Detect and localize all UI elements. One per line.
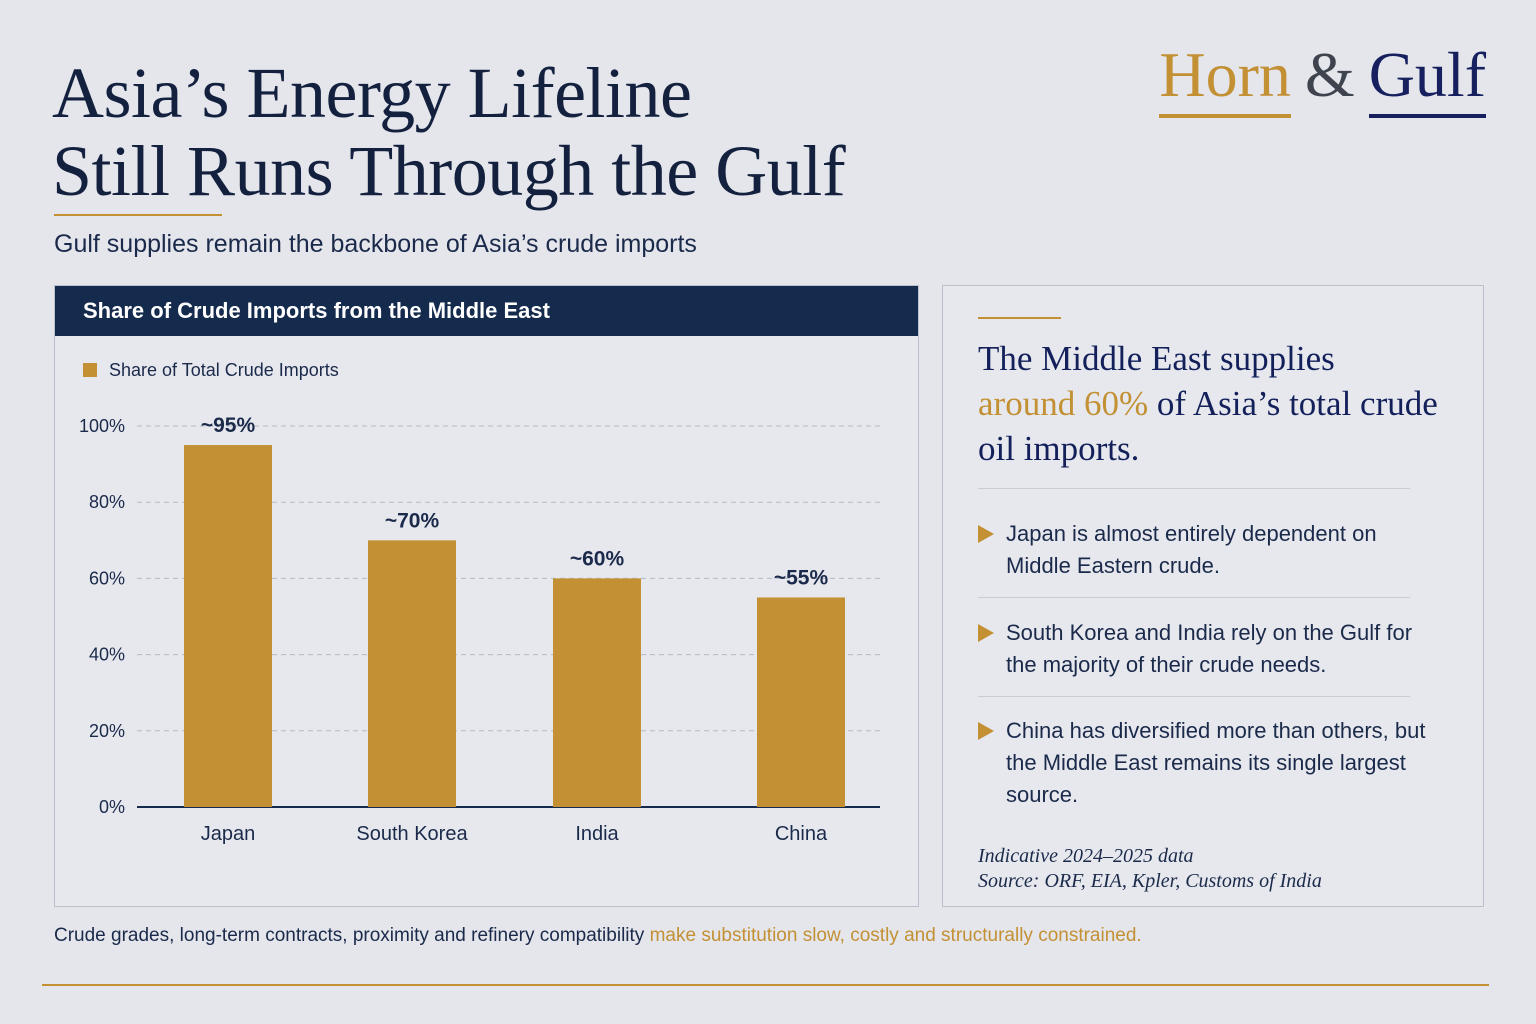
legend-swatch	[83, 363, 97, 377]
info-headline: The Middle East supplies around 60% of A…	[978, 336, 1438, 471]
source-note: Indicative 2024–2025 data Source: ORF, E…	[978, 844, 1322, 894]
bar	[184, 445, 272, 807]
bar-value-label: ~95%	[201, 414, 256, 437]
footer-note: Crude grades, long-term contracts, proxi…	[54, 925, 1142, 947]
y-tick-label: 20%	[89, 721, 125, 741]
x-tick-label: Japan	[201, 823, 256, 845]
bar	[757, 597, 845, 807]
triangle-bullet-icon	[978, 525, 994, 543]
x-tick-label: India	[575, 823, 619, 845]
chart-panel: Share of Crude Imports from the Middle E…	[54, 285, 919, 907]
bullet-item: China has diversified more than others, …	[978, 715, 1438, 811]
divider	[978, 696, 1410, 697]
chart-header: Share of Crude Imports from the Middle E…	[55, 286, 918, 336]
brand-word-horn: Horn	[1159, 38, 1291, 118]
bottom-rule	[42, 984, 1489, 986]
brand-logo: Horn & Gulf	[1159, 38, 1486, 118]
bar-value-label: ~60%	[570, 547, 625, 570]
triangle-bullet-icon	[978, 722, 994, 740]
bar-chart: Share of Total Crude Imports 0% 20% 40% 60% 8…	[79, 360, 880, 845]
note-sources: Source: ORF, EIA, Kpler, Customs of Indi…	[978, 870, 1322, 892]
footer-highlight: make substitution slow, costly and struc…	[649, 925, 1142, 946]
headline-post: of Asia’s total crude oil imports.	[978, 384, 1438, 468]
x-tick-label: China	[775, 823, 828, 845]
bullet-text: Japan is almost entirely dependent on Mi…	[1006, 521, 1377, 578]
headline-highlight: around 60%	[978, 384, 1149, 423]
bullet-text: China has diversified more than others, …	[1006, 718, 1426, 807]
title-underline	[54, 214, 222, 216]
bar-value-label: ~70%	[385, 509, 440, 532]
y-tick-label: 60%	[89, 568, 125, 588]
note-data-period: Indicative 2024–2025 data	[978, 845, 1194, 867]
bullet-item: South Korea and India rely on the Gulf f…	[978, 617, 1438, 681]
divider	[978, 488, 1410, 489]
x-tick-label: South Korea	[356, 823, 468, 845]
title-line-1: Asia’s Energy Lifeline	[52, 53, 692, 133]
y-tick-label: 80%	[89, 492, 125, 512]
headline-pre: The Middle East supplies	[978, 339, 1335, 378]
y-tick-label: 100%	[79, 416, 125, 436]
footer-text: Crude grades, long-term contracts, proxi…	[54, 925, 645, 946]
bullet-text: South Korea and India rely on the Gulf f…	[1006, 620, 1413, 677]
bullet-item: Japan is almost entirely dependent on Mi…	[978, 518, 1438, 582]
info-accent-rule	[978, 317, 1061, 319]
title-line-2: Still Runs Through the Gulf	[52, 131, 846, 211]
info-panel: The Middle East supplies around 60% of A…	[942, 285, 1484, 907]
triangle-bullet-icon	[978, 624, 994, 642]
legend-label: Share of Total Crude Imports	[109, 360, 339, 380]
page-subtitle: Gulf supplies remain the backbone of Asi…	[54, 230, 697, 258]
page-title: Asia’s Energy Lifeline Still Runs Throug…	[52, 53, 846, 211]
bar	[368, 540, 456, 807]
y-tick-label: 40%	[89, 645, 125, 665]
divider	[978, 597, 1410, 598]
brand-ampersand: &	[1304, 39, 1355, 110]
y-tick-label: 0%	[99, 797, 125, 817]
bar	[553, 578, 641, 807]
bar-value-label: ~55%	[774, 566, 829, 589]
brand-word-gulf: Gulf	[1368, 38, 1486, 118]
